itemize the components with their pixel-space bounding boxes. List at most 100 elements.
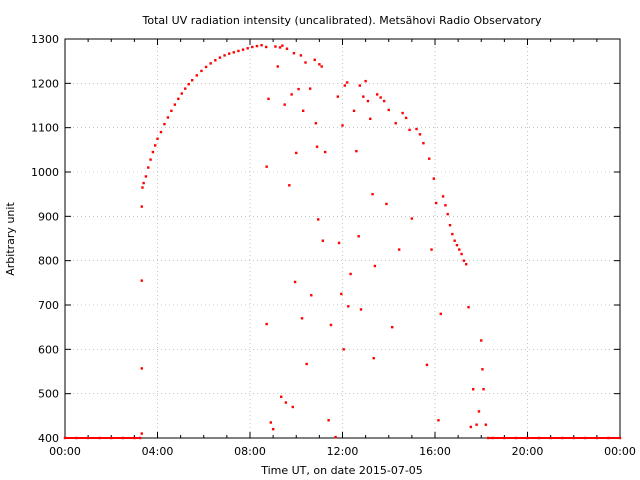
data-point	[251, 45, 254, 49]
data-point	[401, 111, 404, 115]
data-point	[418, 133, 422, 136]
data-point	[141, 186, 144, 189]
y-tick-label: 1000	[31, 166, 59, 179]
data-point	[140, 279, 143, 282]
data-point	[439, 312, 442, 316]
data-point	[214, 59, 217, 62]
x-tick-label: 04:00	[142, 445, 174, 458]
data-point	[482, 388, 485, 391]
data-point	[237, 49, 240, 53]
data-point	[425, 363, 429, 367]
x-tick-label: 00:00	[49, 445, 81, 458]
data-point	[477, 410, 481, 413]
data-point	[462, 259, 466, 262]
data-point	[317, 218, 320, 221]
data-point	[375, 93, 379, 96]
data-point	[366, 99, 370, 103]
data-point	[280, 395, 283, 398]
data-point	[227, 52, 231, 55]
data-point	[318, 63, 321, 66]
axis-ticks	[64, 38, 621, 439]
y-tick-label: 500	[38, 388, 59, 401]
data-point	[379, 96, 382, 99]
data-point	[358, 84, 362, 87]
data-point	[293, 280, 297, 284]
data-point	[359, 308, 363, 311]
data-point	[387, 108, 390, 112]
data-point	[184, 87, 187, 90]
data-point	[385, 202, 388, 206]
data-point	[313, 58, 316, 62]
data-point	[271, 427, 275, 431]
data-point	[437, 419, 440, 422]
y-tick-label: 1300	[31, 33, 59, 46]
data-point	[408, 128, 411, 132]
data-point	[305, 362, 308, 366]
data-point	[269, 421, 273, 424]
data-point	[329, 323, 333, 327]
data-point	[180, 92, 183, 95]
data-point	[278, 46, 282, 49]
data-point	[159, 130, 163, 134]
x-tick-label: 12:00	[327, 445, 359, 458]
data-point	[327, 419, 330, 422]
chart-title: Total UV radiation intensity (uncalibrat…	[142, 14, 542, 27]
data-point	[369, 117, 372, 120]
data-point	[382, 99, 386, 103]
data-point	[352, 109, 356, 113]
data-point	[209, 62, 212, 65]
y-tick-label: 600	[38, 343, 59, 356]
data-points	[63, 44, 622, 440]
data-point	[292, 51, 296, 55]
y-tick-label: 1100	[31, 122, 59, 135]
data-point	[458, 248, 461, 251]
data-point	[241, 48, 245, 51]
plot-frame	[64, 38, 621, 439]
data-point	[173, 103, 177, 106]
data-point	[460, 252, 463, 256]
data-point	[297, 87, 300, 91]
data-point	[467, 306, 470, 309]
y-tick-label: 400	[38, 432, 59, 445]
data-point	[321, 239, 325, 242]
data-point	[301, 109, 305, 113]
data-point	[391, 325, 394, 329]
data-point	[341, 124, 344, 127]
data-point	[314, 122, 318, 125]
x-axis-label: Time UT, on date 2015-07-05	[260, 464, 423, 477]
data-point	[304, 61, 307, 64]
data-point	[320, 65, 323, 68]
data-point	[465, 263, 468, 266]
data-point	[264, 45, 268, 49]
data-point	[453, 239, 456, 242]
data-point	[334, 435, 337, 439]
data-point	[343, 84, 347, 87]
data-point	[394, 122, 397, 125]
data-point	[471, 388, 475, 391]
data-point	[422, 141, 425, 145]
data-point	[469, 425, 473, 429]
data-point	[190, 79, 194, 82]
data-point	[144, 175, 148, 178]
data-point	[364, 79, 367, 83]
data-point	[142, 181, 145, 185]
data-point	[430, 248, 433, 251]
data-point	[448, 224, 452, 227]
data-point	[281, 44, 284, 47]
data-point	[455, 243, 459, 247]
y-tick-label: 700	[38, 299, 59, 312]
data-point	[147, 166, 150, 169]
data-point	[410, 217, 414, 220]
data-point	[357, 235, 360, 238]
x-tick-label: 08:00	[234, 445, 266, 458]
data-point	[170, 109, 173, 113]
data-point	[177, 97, 180, 101]
data-point	[284, 401, 288, 404]
data-point	[200, 69, 203, 73]
data-point	[140, 432, 143, 435]
data-point	[153, 144, 157, 147]
data-point	[204, 65, 208, 69]
y-tick-labels: 400 500 600 700 800 900 1000 1100 1200 1300	[31, 33, 59, 445]
data-point	[337, 241, 341, 245]
